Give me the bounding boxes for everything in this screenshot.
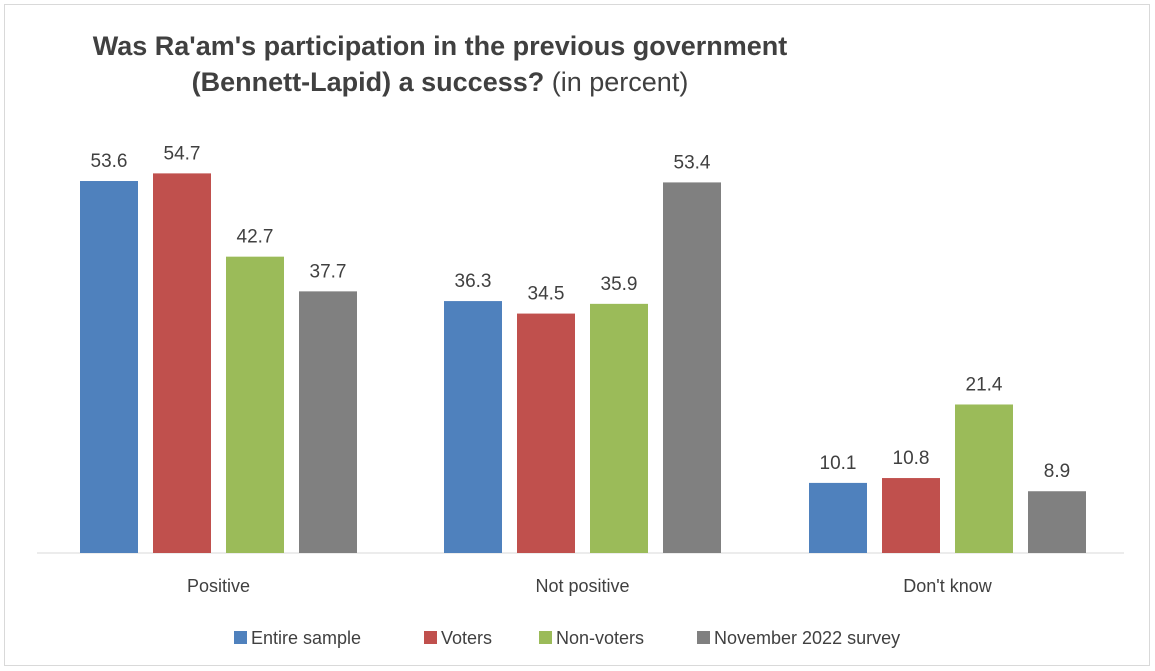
- data-label: 34.5: [528, 284, 565, 305]
- legend-swatch: [424, 631, 437, 644]
- bar: [590, 303, 648, 553]
- legend-swatch: [697, 631, 710, 644]
- bar: [153, 173, 211, 553]
- bar: [226, 256, 284, 553]
- data-label: 37.7: [310, 261, 347, 282]
- data-label: 21.4: [966, 374, 1003, 395]
- data-label: 42.7: [237, 227, 274, 248]
- data-label: 53.6: [91, 151, 128, 172]
- data-label: 10.1: [820, 453, 857, 474]
- chart-title: Was Ra'am's participation in the previou…: [0, 28, 880, 100]
- data-label: 54.7: [164, 143, 201, 164]
- category-label: Not positive: [535, 576, 629, 596]
- legend-label: Entire sample: [251, 628, 361, 648]
- chart-title-line1: Was Ra'am's participation in the previou…: [92, 31, 788, 61]
- legend-label: November 2022 survey: [714, 628, 900, 648]
- bar: [299, 291, 357, 553]
- category-label: Don't know: [903, 576, 992, 596]
- bar: [882, 478, 940, 553]
- bar: [663, 182, 721, 554]
- bar: [1028, 491, 1086, 553]
- chart-title-line2-rest: (in percent): [544, 67, 689, 97]
- bar: [80, 181, 138, 554]
- chart-title-line2-bold: (Bennett-Lapid) a success?: [191, 67, 545, 97]
- data-label: 8.9: [1044, 461, 1070, 482]
- legend-swatch: [539, 631, 552, 644]
- data-label: 35.9: [601, 274, 638, 295]
- legend-swatch: [234, 631, 247, 644]
- data-label: 36.3: [455, 271, 492, 292]
- legend-label: Non-voters: [556, 628, 644, 648]
- chart-title-line2: (Bennett-Lapid) a success? (in percent): [0, 64, 880, 100]
- data-label: 53.4: [674, 152, 711, 173]
- data-label: 10.8: [893, 448, 930, 469]
- category-label: Positive: [187, 576, 250, 596]
- bar: [444, 301, 502, 553]
- legend-label: Voters: [441, 628, 492, 648]
- bar: [809, 482, 867, 553]
- bar: [955, 404, 1013, 553]
- bar: [517, 313, 575, 553]
